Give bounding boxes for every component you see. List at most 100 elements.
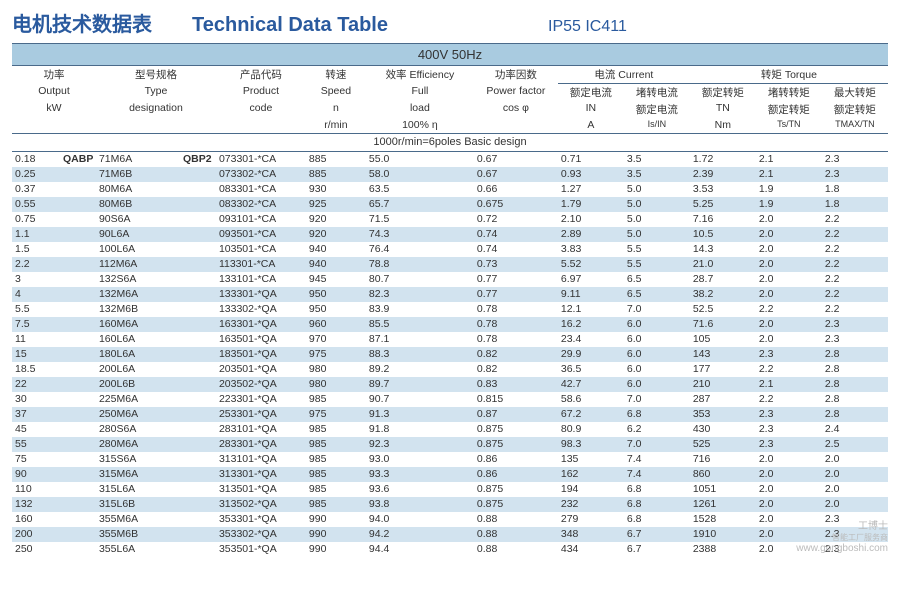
cell: 210 bbox=[690, 377, 756, 392]
cell bbox=[180, 422, 216, 437]
cell bbox=[180, 347, 216, 362]
cell: 7.4 bbox=[624, 452, 690, 467]
cell: 0.74 bbox=[474, 227, 558, 242]
cell: 6.0 bbox=[624, 347, 690, 362]
cell: 975 bbox=[306, 347, 366, 362]
cell: 2.2 bbox=[822, 227, 888, 242]
cell: 0.78 bbox=[474, 317, 558, 332]
cell bbox=[60, 527, 96, 542]
cell: 93.6 bbox=[366, 482, 474, 497]
cell: 5.0 bbox=[624, 227, 690, 242]
cell: 940 bbox=[306, 257, 366, 272]
cell: 0.93 bbox=[558, 167, 624, 182]
cell bbox=[180, 407, 216, 422]
cell bbox=[60, 167, 96, 182]
cell: 14.3 bbox=[690, 242, 756, 257]
cell bbox=[180, 467, 216, 482]
hdr-output-4 bbox=[12, 118, 96, 132]
table-row: 4132M6A133301-*QA95082.30.779.116.538.22… bbox=[12, 287, 888, 302]
cell: 37 bbox=[12, 407, 60, 422]
hdr-product-4 bbox=[216, 118, 306, 132]
cell: 90 bbox=[12, 467, 60, 482]
hdr-speed: 转速 bbox=[306, 66, 366, 84]
cell bbox=[180, 497, 216, 512]
cell: 980 bbox=[306, 362, 366, 377]
cell: 2.2 bbox=[822, 242, 888, 257]
hdr-in-3: A bbox=[558, 118, 624, 132]
cell: 985 bbox=[306, 437, 366, 452]
cell: 073302-*CA bbox=[216, 167, 306, 182]
table-row: 160355M6A353301-*QA99094.00.882796.81528… bbox=[12, 512, 888, 527]
cell: 315L6B bbox=[96, 497, 180, 512]
cell: 716 bbox=[690, 452, 756, 467]
cell: 279 bbox=[558, 512, 624, 527]
hdr-pf-2: Power factor bbox=[474, 84, 558, 102]
cell: 0.71 bbox=[558, 151, 624, 167]
cell bbox=[180, 197, 216, 212]
cell: 6.8 bbox=[624, 497, 690, 512]
cell: 985 bbox=[306, 497, 366, 512]
cell: 0.66 bbox=[474, 182, 558, 197]
hdr-tn: 额定转矩 bbox=[690, 84, 756, 102]
cell: 353 bbox=[690, 407, 756, 422]
cell: 315M6A bbox=[96, 467, 180, 482]
cell bbox=[180, 182, 216, 197]
hdr-pf: 功率因数 bbox=[474, 66, 558, 84]
cell bbox=[60, 272, 96, 287]
cell: 0.67 bbox=[474, 151, 558, 167]
cell: 78.8 bbox=[366, 257, 474, 272]
cell: 29.9 bbox=[558, 347, 624, 362]
cell: 0.82 bbox=[474, 347, 558, 362]
cell: 1.79 bbox=[558, 197, 624, 212]
cell: 2.89 bbox=[558, 227, 624, 242]
cell: 0.875 bbox=[474, 422, 558, 437]
cell: 2.0 bbox=[756, 212, 822, 227]
cell: 0.88 bbox=[474, 542, 558, 557]
cell: 3.53 bbox=[690, 182, 756, 197]
cell: 5.5 bbox=[624, 242, 690, 257]
ip-rating: IP55 IC411 bbox=[548, 18, 627, 36]
cell: 2.3 bbox=[822, 332, 888, 347]
cell: 6.0 bbox=[624, 362, 690, 377]
cell: 2.3 bbox=[756, 407, 822, 422]
cell: 7.0 bbox=[624, 392, 690, 407]
cell: 2.0 bbox=[756, 332, 822, 347]
cell bbox=[60, 317, 96, 332]
cell bbox=[180, 362, 216, 377]
cell: 2388 bbox=[690, 542, 756, 557]
cell: 93.0 bbox=[366, 452, 474, 467]
cell: 250 bbox=[12, 542, 60, 557]
hdr-torque-group: 转矩 Torque bbox=[690, 66, 888, 84]
cell: 15 bbox=[12, 347, 60, 362]
cell: 11 bbox=[12, 332, 60, 347]
hdr-eff-2: Full bbox=[366, 84, 474, 102]
cell: 2.2 bbox=[822, 272, 888, 287]
hdr-product-2: Product bbox=[216, 84, 306, 102]
cell: QABP bbox=[60, 151, 96, 167]
cell: 0.875 bbox=[474, 497, 558, 512]
cell: 1.72 bbox=[690, 151, 756, 167]
cell: 0.87 bbox=[474, 407, 558, 422]
cell: 2.3 bbox=[822, 542, 888, 557]
cell: 283301-*QA bbox=[216, 437, 306, 452]
voltage-banner: 400V 50Hz bbox=[12, 43, 888, 66]
cell: 200L6B bbox=[96, 377, 180, 392]
table-row: 250355L6A353501-*QA99094.40.884346.72388… bbox=[12, 542, 888, 557]
cell bbox=[60, 452, 96, 467]
cell: 0.67 bbox=[474, 167, 558, 182]
cell: 91.3 bbox=[366, 407, 474, 422]
table-row: 22200L6B203502-*QA98089.70.8342.76.02102… bbox=[12, 377, 888, 392]
cell: 6.7 bbox=[624, 527, 690, 542]
cell bbox=[60, 467, 96, 482]
cell: 2.3 bbox=[822, 527, 888, 542]
cell: 93.8 bbox=[366, 497, 474, 512]
cell: 6.8 bbox=[624, 482, 690, 497]
cell: 2.0 bbox=[756, 242, 822, 257]
cell: 250M6A bbox=[96, 407, 180, 422]
cell: 92.3 bbox=[366, 437, 474, 452]
cell: 950 bbox=[306, 287, 366, 302]
cell: 315S6A bbox=[96, 452, 180, 467]
cell: 6.5 bbox=[624, 287, 690, 302]
cell bbox=[60, 347, 96, 362]
cell: 0.18 bbox=[12, 151, 60, 167]
